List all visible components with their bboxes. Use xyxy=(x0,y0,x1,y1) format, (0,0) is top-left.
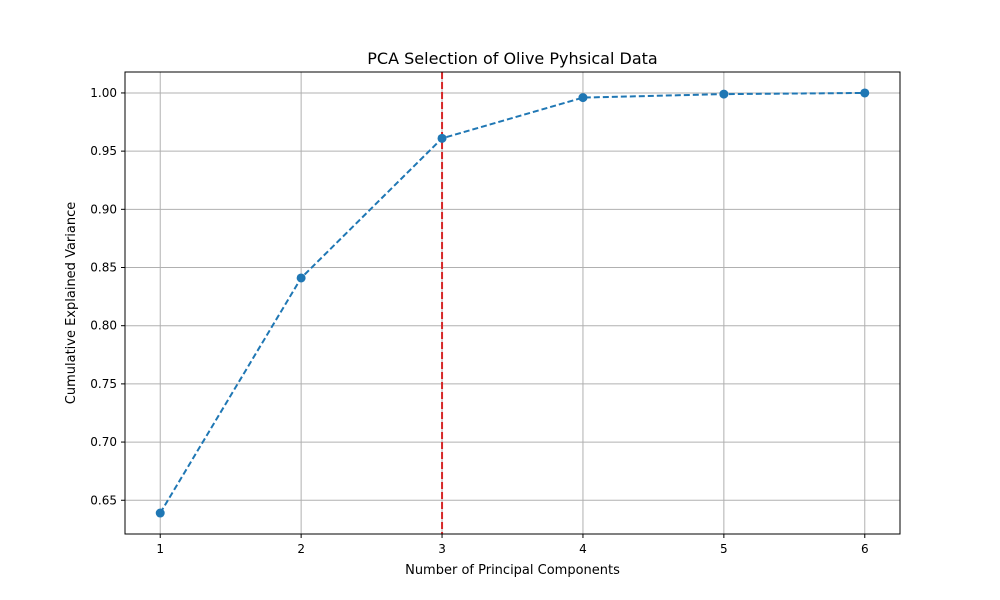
y-tick-label: 0.90 xyxy=(90,202,117,216)
grid xyxy=(125,72,900,534)
data-point xyxy=(155,508,165,518)
y-tick-label: 0.95 xyxy=(90,144,117,158)
y-tick-label: 0.75 xyxy=(90,377,117,391)
y-tick-label: 0.70 xyxy=(90,435,117,449)
series-group xyxy=(155,88,870,518)
x-axis-label: Number of Principal Components xyxy=(405,563,620,578)
y-axis-label: Cumulative Explained Variance xyxy=(64,202,79,404)
series-line xyxy=(159,91,865,514)
x-tick-label: 2 xyxy=(297,542,305,556)
x-tick-label: 6 xyxy=(861,542,869,556)
y-tick-label: 0.80 xyxy=(90,319,117,333)
data-point xyxy=(719,89,729,99)
y-ticks: 0.65 0.70 0.75 0.80 0.85 0.90 0.95 1.00 xyxy=(90,86,125,507)
data-point xyxy=(860,88,870,98)
y-tick-label: 0.85 xyxy=(90,261,117,275)
plot-frame xyxy=(124,71,901,535)
x-tick-label: 4 xyxy=(579,542,587,556)
x-tick-label: 3 xyxy=(438,542,446,556)
x-tick-label: 5 xyxy=(720,542,728,556)
data-point xyxy=(578,93,588,103)
y-tick-label: 1.00 xyxy=(90,86,117,100)
x-tick-label: 1 xyxy=(156,542,164,556)
chart-title: PCA Selection of Olive Pyhsical Data xyxy=(367,49,657,68)
y-tick-label: 0.65 xyxy=(90,493,117,507)
x-ticks: 1 2 3 4 5 6 xyxy=(156,534,869,556)
data-point xyxy=(296,273,306,283)
data-point xyxy=(437,133,447,143)
